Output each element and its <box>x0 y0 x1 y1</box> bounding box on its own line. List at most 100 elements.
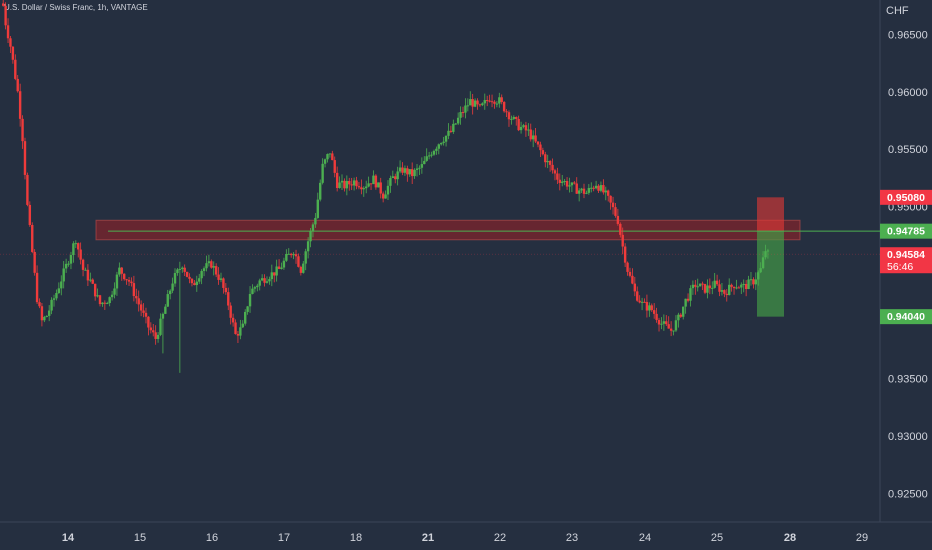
candle-body <box>544 154 547 163</box>
candle-body <box>33 251 36 273</box>
candle-body <box>488 100 491 102</box>
chart-title: U.S. Dollar / Swiss Franc, 1h, VANTAGE <box>4 3 148 12</box>
candle-body <box>234 322 237 334</box>
candle-body <box>757 272 760 280</box>
candle-body <box>437 144 440 149</box>
candle-body <box>35 272 39 303</box>
candle-body <box>577 190 581 194</box>
candle-body <box>164 306 167 314</box>
currency-label: CHF <box>886 5 909 17</box>
candle-body <box>614 207 617 216</box>
candle-body <box>350 184 353 186</box>
candle-body <box>273 272 276 276</box>
candle-body <box>251 288 254 294</box>
candle-body <box>674 320 678 331</box>
candle-body <box>200 271 203 279</box>
candle-body <box>379 182 382 194</box>
candle-body <box>512 117 516 119</box>
candle-body <box>456 117 460 124</box>
candle-body <box>132 283 136 297</box>
candle-body <box>345 180 349 189</box>
candle-body <box>401 167 404 173</box>
candle-body <box>108 297 111 304</box>
candle-body <box>529 129 532 140</box>
take-profit-label: 0.94040 <box>887 311 925 323</box>
candle-body <box>711 287 714 289</box>
candle-body <box>486 100 489 102</box>
candle-body <box>444 135 448 142</box>
candle-body <box>275 266 278 276</box>
candle-body <box>185 271 189 277</box>
candle-body <box>38 302 41 307</box>
candle-body <box>91 279 94 284</box>
candle-body <box>181 267 184 269</box>
candle-body <box>386 185 390 195</box>
candle-body <box>6 25 10 39</box>
candle-body <box>568 185 571 187</box>
candle-body <box>730 284 733 287</box>
candle-body <box>260 278 264 281</box>
candle-body <box>144 312 148 317</box>
candle-body <box>703 283 707 293</box>
candle-body <box>210 261 213 268</box>
candle-body <box>103 302 107 304</box>
candle-body <box>115 274 119 289</box>
candle-body <box>161 313 165 319</box>
stop-loss-zone <box>757 197 784 232</box>
take-profit-label-bg <box>880 309 932 325</box>
candle-body <box>287 253 290 255</box>
time-axis: 14 15 16 17 18 21 22 23 24 25 28 29 <box>62 532 868 544</box>
candle-body <box>561 181 564 183</box>
candle-body <box>391 176 395 179</box>
candle-body <box>655 313 658 320</box>
resistance-zone <box>95 219 801 241</box>
candle-body <box>754 279 758 285</box>
candle-body <box>723 290 726 294</box>
candle-body <box>558 179 561 183</box>
candle-body <box>176 269 179 274</box>
current-price-label-bg <box>880 247 932 274</box>
candle-body <box>481 103 484 106</box>
candle-body <box>319 182 322 200</box>
candle-body <box>507 112 511 120</box>
candle-body <box>430 154 433 156</box>
candle-body <box>616 215 620 224</box>
candle-body <box>188 276 191 279</box>
candle-body <box>384 194 387 199</box>
candle-body <box>590 187 593 189</box>
candle-body <box>628 271 632 276</box>
candle-body <box>541 150 545 155</box>
candle-body <box>406 168 409 175</box>
candle-body <box>744 283 748 290</box>
candle-body <box>16 78 19 92</box>
candle-body <box>689 288 692 301</box>
candle-body <box>171 283 174 291</box>
candle-body <box>338 182 341 188</box>
candle-body <box>471 99 474 107</box>
candle-body <box>241 323 244 328</box>
candle-body <box>328 153 332 155</box>
candle-body <box>510 118 513 120</box>
candle-body <box>464 105 467 113</box>
candle-body <box>355 180 358 187</box>
candle-body <box>650 305 653 311</box>
candle-body <box>96 295 99 297</box>
time-tick-label: 29 <box>856 532 868 544</box>
candle-body <box>740 284 743 288</box>
candle-body <box>403 168 407 173</box>
candle-body <box>493 101 496 104</box>
candle-body <box>64 263 68 269</box>
candle-body <box>219 278 223 280</box>
time-tick-label: 28 <box>784 532 796 544</box>
price-tick-label: 0.95500 <box>888 144 928 156</box>
price-tick-label: 0.96000 <box>888 87 928 99</box>
candle-body <box>43 316 46 321</box>
candle-body <box>587 187 591 193</box>
candle-body <box>183 267 186 272</box>
candle-body <box>607 190 610 196</box>
candle-body <box>154 332 157 339</box>
candle-body <box>597 185 600 191</box>
candle-body <box>159 318 162 335</box>
candle-body <box>432 150 436 155</box>
